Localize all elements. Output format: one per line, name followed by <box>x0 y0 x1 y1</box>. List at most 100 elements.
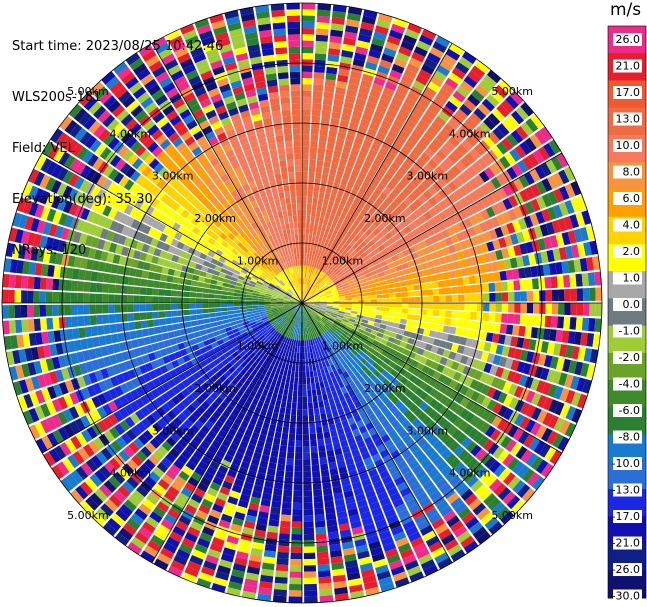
range-gate <box>305 358 309 366</box>
range-gate <box>283 388 289 396</box>
range-gate <box>338 68 350 77</box>
range-gate <box>330 350 337 357</box>
range-gate <box>442 349 451 358</box>
range-gate <box>404 171 414 182</box>
range-gate <box>470 403 481 415</box>
range-gate <box>512 460 525 475</box>
range-gate <box>459 156 471 169</box>
range-gate <box>322 244 328 252</box>
range-gate <box>324 405 332 413</box>
range-gate <box>314 330 320 338</box>
range-gate <box>385 205 395 214</box>
range-gate <box>317 557 330 566</box>
range-gate <box>296 352 300 360</box>
range-gate <box>547 191 559 205</box>
range-gate <box>295 358 300 366</box>
range-gate <box>461 51 477 65</box>
range-gate <box>477 254 486 265</box>
range-gate <box>438 200 449 211</box>
range-gate <box>348 121 359 131</box>
range-gate <box>307 333 310 340</box>
range-gate <box>559 387 570 402</box>
range-gate <box>308 304 315 307</box>
range-gate <box>114 294 121 303</box>
range-gate <box>506 133 519 148</box>
range-gate <box>317 198 324 206</box>
range-gate <box>145 287 153 296</box>
range-gate <box>332 182 340 190</box>
range-gate <box>524 419 536 433</box>
range-gate <box>485 206 496 218</box>
range-gate <box>310 452 319 459</box>
range-gate <box>372 395 381 404</box>
range-gate <box>498 80 513 94</box>
range-gate <box>114 304 121 313</box>
range-gate <box>415 491 428 503</box>
range-gate <box>302 334 304 341</box>
range-gate <box>427 142 439 154</box>
range-gate <box>311 203 317 211</box>
range-gate <box>394 351 403 359</box>
range-gate <box>439 161 450 173</box>
range-gate <box>322 97 333 106</box>
range-gate <box>192 325 200 333</box>
range-gate <box>158 311 166 319</box>
range-gate <box>408 113 420 124</box>
range-gate <box>368 468 379 478</box>
range-gate <box>379 260 388 267</box>
range-gate <box>338 394 346 402</box>
range-gate <box>357 368 365 376</box>
range-gate <box>332 250 339 258</box>
range-gate <box>346 323 354 329</box>
range-gate <box>443 123 456 135</box>
range-gate <box>383 47 397 58</box>
range-gate <box>311 291 318 296</box>
range-gate <box>403 225 412 235</box>
range-gate <box>317 438 325 446</box>
range-gate <box>221 311 228 316</box>
range-gate <box>293 352 297 359</box>
range-gate <box>320 327 326 334</box>
range-gate <box>378 126 389 136</box>
range-gate <box>323 231 329 239</box>
range-gate <box>333 304 340 307</box>
range-gate <box>310 241 315 248</box>
range-gate <box>364 174 373 184</box>
range-gate <box>513 206 524 219</box>
range-gate <box>341 219 349 227</box>
range-gate <box>303 515 314 522</box>
range-gate <box>489 292 496 302</box>
range-gate <box>328 461 338 470</box>
range-gate <box>383 330 392 336</box>
range-gate <box>140 278 148 287</box>
range-gate <box>468 427 479 440</box>
range-gate <box>406 285 414 292</box>
range-gate <box>454 200 464 212</box>
range-gate <box>454 502 468 515</box>
range-gate <box>398 46 413 57</box>
range-gate <box>475 406 487 418</box>
range-gate <box>445 100 458 113</box>
range-gate <box>318 576 332 584</box>
range-gate <box>340 439 349 448</box>
range-gate <box>441 229 450 239</box>
range-gate <box>360 217 369 225</box>
range-gate <box>444 538 459 551</box>
range-gate <box>386 373 395 382</box>
range-gate <box>58 304 65 316</box>
range-gate <box>403 470 415 481</box>
range-gate <box>475 199 486 211</box>
range-gate <box>430 251 439 260</box>
range-gate <box>534 366 544 379</box>
range-gate <box>394 439 405 450</box>
range-gate <box>454 269 463 278</box>
range-gate <box>505 439 517 453</box>
range-gate <box>340 178 349 186</box>
range-gate <box>214 299 221 303</box>
range-gate <box>504 235 513 247</box>
range-gate <box>227 307 234 311</box>
range-gate <box>313 261 318 268</box>
range-gate <box>397 270 405 277</box>
range-gate <box>459 408 470 420</box>
range-gate <box>304 278 308 285</box>
